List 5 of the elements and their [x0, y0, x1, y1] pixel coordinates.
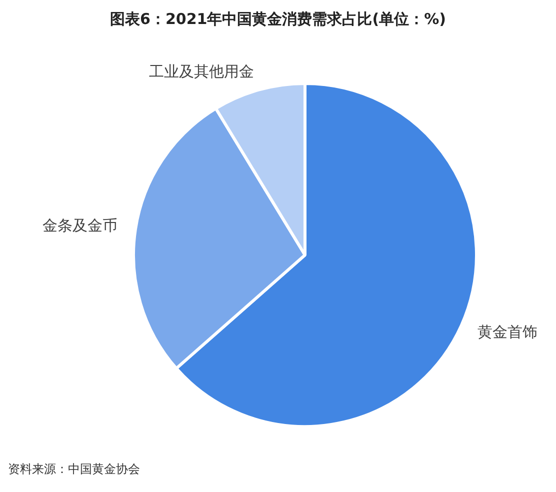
slice-label: 工业及其他用金 [148, 62, 254, 80]
chart-title: 图表6：2021年中国黄金消费需求占比(单位：%) [109, 10, 447, 29]
text: 资料来源：中国黄金协会 [8, 462, 140, 476]
slice-label: 金条及金币 [42, 216, 118, 234]
slice-label: 黄金首饰 [478, 322, 538, 341]
